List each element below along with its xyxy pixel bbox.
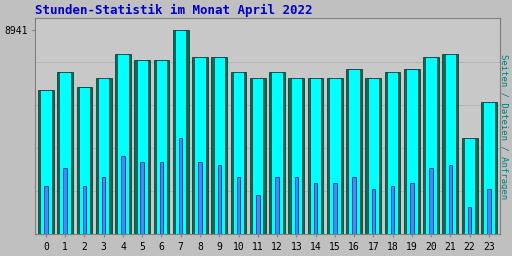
Bar: [160, 162, 163, 234]
Bar: [410, 183, 414, 234]
Bar: [327, 78, 343, 234]
Bar: [211, 57, 227, 234]
Bar: [154, 60, 169, 234]
Bar: [237, 177, 240, 234]
Bar: [269, 72, 285, 234]
Bar: [40, 90, 52, 234]
Bar: [449, 165, 452, 234]
Bar: [198, 162, 202, 234]
Bar: [115, 54, 131, 234]
Bar: [483, 102, 495, 234]
Bar: [82, 186, 86, 234]
Bar: [79, 87, 90, 234]
Bar: [76, 87, 92, 234]
Bar: [348, 69, 360, 234]
Bar: [391, 186, 394, 234]
Bar: [252, 78, 264, 234]
Bar: [59, 72, 71, 234]
Bar: [425, 57, 437, 234]
Bar: [121, 156, 125, 234]
Bar: [44, 186, 48, 234]
Bar: [173, 30, 188, 234]
Bar: [314, 183, 317, 234]
Bar: [308, 78, 324, 234]
Bar: [137, 60, 148, 234]
Bar: [256, 195, 260, 234]
Bar: [250, 78, 266, 234]
Bar: [346, 69, 362, 234]
Bar: [288, 78, 304, 234]
Bar: [117, 54, 129, 234]
Bar: [423, 57, 439, 234]
Bar: [140, 162, 144, 234]
Bar: [406, 69, 418, 234]
Bar: [385, 72, 400, 234]
Bar: [430, 168, 433, 234]
Bar: [442, 54, 458, 234]
Bar: [368, 78, 379, 234]
Bar: [218, 165, 221, 234]
Bar: [404, 69, 420, 234]
Bar: [275, 177, 279, 234]
Bar: [57, 72, 73, 234]
Bar: [294, 177, 298, 234]
Bar: [192, 57, 208, 234]
Bar: [366, 78, 381, 234]
Bar: [333, 183, 336, 234]
Bar: [63, 168, 67, 234]
Bar: [462, 138, 478, 234]
Text: Stunden-Statistik im Monat April 2022: Stunden-Statistik im Monat April 2022: [35, 4, 313, 17]
Bar: [372, 189, 375, 234]
Bar: [468, 207, 472, 234]
Bar: [487, 189, 490, 234]
Bar: [352, 177, 356, 234]
Bar: [464, 138, 475, 234]
Bar: [481, 102, 497, 234]
Bar: [175, 30, 186, 234]
Bar: [291, 78, 302, 234]
Bar: [230, 72, 246, 234]
Bar: [310, 78, 321, 234]
Bar: [102, 177, 105, 234]
Bar: [96, 78, 112, 234]
Bar: [194, 57, 206, 234]
Bar: [156, 60, 167, 234]
Bar: [179, 138, 182, 234]
Bar: [329, 78, 340, 234]
Bar: [134, 60, 150, 234]
Bar: [38, 90, 54, 234]
Y-axis label: Seiten / Dateien / Anfragen: Seiten / Dateien / Anfragen: [499, 54, 508, 199]
Bar: [98, 78, 110, 234]
Bar: [387, 72, 398, 234]
Bar: [445, 54, 456, 234]
Bar: [214, 57, 225, 234]
Bar: [271, 72, 283, 234]
Bar: [233, 72, 244, 234]
